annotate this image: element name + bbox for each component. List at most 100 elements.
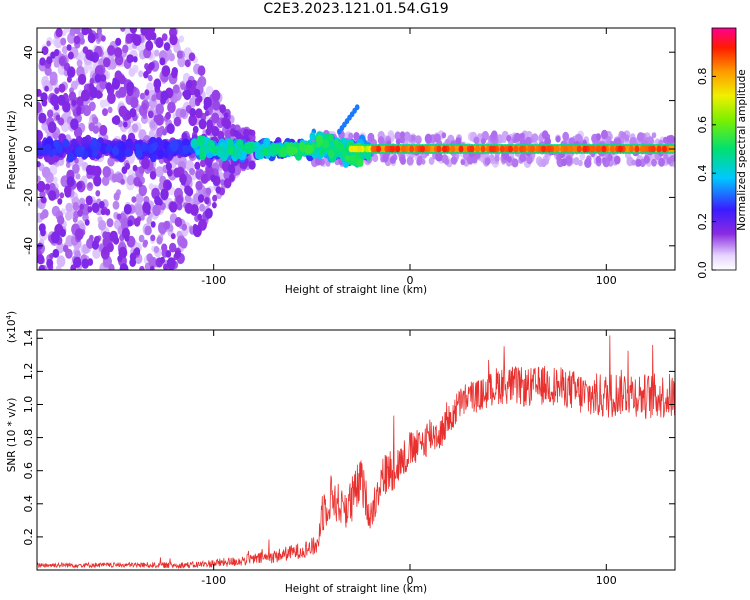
spectrogram-cell bbox=[236, 139, 244, 149]
spectrogram-cell bbox=[159, 256, 165, 264]
spectrogram-cell bbox=[157, 149, 165, 159]
spectrogram-cell bbox=[53, 139, 60, 148]
spectrogram-cell bbox=[382, 154, 389, 163]
spectrogram-cell bbox=[494, 155, 500, 162]
spectrogram-cell bbox=[105, 82, 112, 91]
spectrogram-cell bbox=[107, 156, 115, 167]
spectrogram-cell bbox=[389, 155, 396, 164]
spectrogram-cell bbox=[73, 35, 81, 45]
spectrogram-cell bbox=[87, 206, 93, 213]
spectrogram-cell bbox=[188, 52, 196, 62]
spectrogram-cell bbox=[111, 116, 118, 125]
spectrogram-cell bbox=[200, 173, 209, 184]
spectrogram-cell bbox=[212, 194, 218, 202]
spectrogram-cell bbox=[76, 59, 83, 68]
spectrogram-marks bbox=[37, 28, 675, 270]
spectrogram-cell bbox=[344, 154, 350, 162]
spectrogram-cell bbox=[228, 164, 236, 174]
x-tick-label: 100 bbox=[596, 574, 617, 587]
spectrogram-cell bbox=[146, 82, 154, 93]
spectrogram-cell bbox=[37, 101, 42, 113]
x-tick-label: 0 bbox=[406, 574, 413, 587]
spectrogram-cell bbox=[138, 184, 147, 197]
spectrogram-cell bbox=[196, 135, 205, 147]
spectrogram-cell bbox=[484, 157, 491, 166]
spectrogram-cell bbox=[304, 144, 312, 155]
spectrogram-cell bbox=[165, 250, 172, 258]
spectrogram-cell bbox=[92, 248, 101, 259]
spectrogram-cell bbox=[480, 145, 486, 153]
spectrogram-cell bbox=[49, 77, 57, 86]
spectrogram-cell bbox=[409, 145, 415, 153]
spectrogram-cell bbox=[94, 73, 102, 83]
spectrogram-cell bbox=[328, 149, 335, 159]
spectrogram-cell bbox=[199, 203, 206, 212]
x-tick-label: 0 bbox=[406, 274, 413, 287]
spectrogram-cell bbox=[179, 237, 188, 249]
spectrogram-cell bbox=[107, 106, 113, 114]
spectrogram-cell bbox=[106, 144, 113, 153]
spectrogram-cell bbox=[106, 218, 114, 228]
spectrogram-cell bbox=[508, 145, 513, 153]
y-tick-label: 0 bbox=[22, 146, 35, 153]
spectrogram-cell bbox=[191, 174, 197, 181]
spectrogram-cell bbox=[147, 110, 154, 119]
spectrogram-cell bbox=[560, 158, 567, 167]
spectrogram-cell bbox=[74, 80, 79, 87]
spectrogram-cell bbox=[506, 135, 512, 142]
snr-frame bbox=[36, 329, 676, 571]
spectrogram-cell bbox=[139, 92, 145, 100]
snr-y-axis-label: SNR (10 * v/v) bbox=[6, 398, 18, 473]
spectrogram-cell bbox=[37, 129, 43, 141]
spectrogram-cell bbox=[173, 116, 182, 127]
spectrogram-cell bbox=[248, 160, 256, 170]
spectrogram-cell bbox=[98, 220, 107, 231]
spectrogram-cell bbox=[89, 234, 94, 241]
spectrogram-cell bbox=[78, 73, 87, 85]
spectrogram-cell bbox=[92, 116, 99, 125]
spectrogram-cell bbox=[367, 132, 375, 143]
spectrogram-cell bbox=[91, 137, 98, 147]
spectrogram-cell bbox=[356, 145, 362, 153]
spectrogram-cell bbox=[333, 138, 339, 145]
spectrogram-cell bbox=[87, 182, 93, 189]
spectrogram-cell bbox=[607, 153, 613, 162]
spectrogram-cell bbox=[546, 145, 552, 153]
spectrogram-cell bbox=[56, 255, 66, 268]
spectrogram-cell bbox=[207, 161, 212, 168]
spectrogram-cell bbox=[133, 217, 141, 227]
spectrogram-cell bbox=[59, 228, 66, 238]
spectrogram-cell bbox=[489, 154, 495, 162]
spectrogram-cell bbox=[203, 103, 209, 111]
spectrogram-cell bbox=[37, 175, 41, 183]
spectrogram-cell bbox=[204, 197, 210, 205]
spectrogram-cell bbox=[93, 175, 102, 187]
spectrogram-cell bbox=[92, 150, 98, 157]
spectrogram-cell bbox=[143, 239, 149, 246]
spectrogram-cell bbox=[204, 110, 210, 117]
spectrogram-cell bbox=[602, 157, 607, 164]
spectrogram-cell bbox=[116, 213, 122, 220]
spectrogram-cell bbox=[111, 146, 120, 156]
spectrogram-cell bbox=[328, 133, 334, 142]
spectrogram-cell bbox=[595, 145, 601, 153]
spectrogram-cell bbox=[606, 135, 612, 144]
spectrogram-cell bbox=[195, 180, 203, 191]
spectrogram-cell bbox=[156, 127, 164, 137]
spectrogram-cell bbox=[275, 146, 281, 153]
spectrogram-cell bbox=[85, 164, 94, 175]
spectrogram-cell bbox=[99, 78, 108, 90]
y-tick-label: 20 bbox=[22, 94, 35, 108]
spectrogram-cell bbox=[211, 112, 220, 124]
y-tick-label: 0.6 bbox=[22, 462, 35, 480]
spectrogram-cell bbox=[129, 257, 137, 267]
spectrogram-cell bbox=[354, 104, 360, 111]
spectrogram-cell bbox=[118, 246, 128, 259]
spectrogram-cell bbox=[96, 28, 102, 35]
spectrogram-cell bbox=[353, 132, 360, 141]
spectrogram-cell bbox=[233, 130, 240, 138]
spectrogram-cell bbox=[127, 219, 133, 227]
spectrogram-cell bbox=[212, 100, 221, 111]
spectrogram-cell bbox=[165, 111, 172, 120]
spectrogram-cell bbox=[228, 147, 234, 155]
